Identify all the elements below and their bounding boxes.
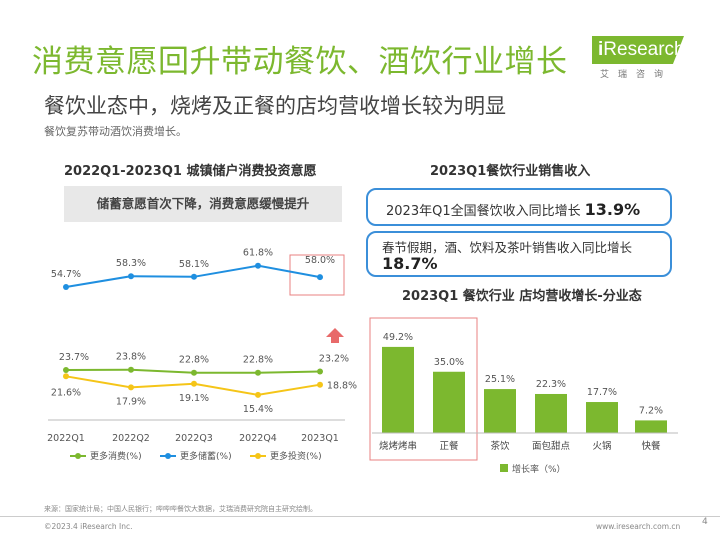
line-x-tick-label: 2023Q1 xyxy=(301,433,339,444)
bar xyxy=(635,420,667,433)
line-point xyxy=(255,369,261,376)
line-point xyxy=(63,284,69,290)
legend-marker xyxy=(75,453,81,459)
page-title: 消费意愿回升带动餐饮、酒饮行业增长 xyxy=(32,44,568,80)
line-point xyxy=(255,391,261,398)
bar xyxy=(484,389,516,433)
legend-label: 更多投资(%) xyxy=(270,450,322,462)
line-data-label: 23.7% xyxy=(59,352,89,363)
line-data-label: 19.1% xyxy=(179,393,209,404)
line-data-label: 23.8% xyxy=(116,352,146,363)
line-data-label: 58.1% xyxy=(179,259,209,270)
line-point xyxy=(317,368,323,375)
line-data-label: 58.0% xyxy=(305,255,335,266)
line-data-label: 15.4% xyxy=(243,404,273,415)
stat-revenue-text: 2023年Q1全国餐饮收入同比增长 xyxy=(386,204,581,219)
legend-label: 更多消费(%) xyxy=(90,450,142,462)
line-data-label: 23.2% xyxy=(319,354,349,365)
line-point xyxy=(191,380,197,387)
bar-data-label: 35.0% xyxy=(434,357,464,368)
bar-chart-title: 2023Q1 餐饮行业 店均营收增长-分业态 xyxy=(402,289,642,304)
bar-category-label: 正餐 xyxy=(439,440,459,452)
line-data-label: 18.8% xyxy=(327,381,357,392)
legend-marker xyxy=(165,453,171,459)
source-note: 来源：国家统计局；中国人民银行；哔哔哔餐饮大数据，艾瑞消费研究院自主研究绘制。 xyxy=(44,505,317,513)
line-point xyxy=(63,373,69,380)
stat-revenue-value: 13.9% xyxy=(584,200,641,219)
bar-data-label: 17.7% xyxy=(587,387,617,398)
line-point xyxy=(317,381,323,388)
line-point xyxy=(191,273,197,280)
bar-legend-label: 增长率（%） xyxy=(512,463,566,475)
line-data-label: 17.9% xyxy=(116,396,146,407)
page-number: 4 xyxy=(702,517,708,527)
bar-data-label: 22.3% xyxy=(536,379,566,390)
legend-label: 更多储蓄(%) xyxy=(180,450,232,462)
line-chart-title: 2022Q1-2023Q1 城镇储户消费投资意愿 xyxy=(64,164,317,179)
bar-data-label: 49.2% xyxy=(383,332,413,343)
bar-category-label: 面包甜点 xyxy=(532,440,571,452)
line-x-tick-label: 2022Q1 xyxy=(47,433,85,444)
line-point xyxy=(255,262,261,269)
line-data-label: 22.8% xyxy=(179,355,209,366)
line-data-label: 58.3% xyxy=(116,258,146,269)
line-x-tick-label: 2022Q2 xyxy=(112,433,150,444)
highlight-box-bars xyxy=(369,317,478,461)
line-x-tick-label: 2022Q3 xyxy=(175,433,213,444)
logo-wordmark: iResearch xyxy=(592,36,684,64)
iresearch-logo: iResearch 艾瑞咨询 xyxy=(592,34,684,80)
line-point xyxy=(63,367,69,373)
footer-url: www.iresearch.com.cn xyxy=(596,522,681,531)
bar-category-label: 烧烤烤串 xyxy=(379,440,417,452)
line-point xyxy=(128,384,134,391)
copyright: ©2023.4 iResearch Inc. xyxy=(44,522,133,531)
stat-box-revenue: 2023年Q1全国餐饮收入同比增长 13.9% xyxy=(366,188,672,226)
line-point xyxy=(128,366,134,373)
revenue-title: 2023Q1餐饮行业销售收入 xyxy=(430,164,591,179)
bar-category-label: 快餐 xyxy=(641,440,661,452)
stat-drinks-text: 春节假期，酒、饮料及茶叶销售收入同比增长 xyxy=(382,240,633,255)
line-data-label: 54.7% xyxy=(51,269,81,280)
up-arrow-icon xyxy=(326,328,344,343)
line-point xyxy=(128,273,134,280)
line-data-label: 61.8% xyxy=(243,248,273,259)
stat-box-drinks: 春节假期，酒、饮料及茶叶销售收入同比增长 18.7% xyxy=(366,231,672,277)
line-x-tick-label: 2022Q4 xyxy=(239,433,277,444)
legend-marker xyxy=(255,453,261,459)
bar xyxy=(382,346,414,433)
page-subtitle: 餐饮业态中，烧烤及正餐的店均营收增长较为明显 xyxy=(44,94,506,118)
bar-category-label: 茶饮 xyxy=(490,440,510,452)
bar xyxy=(433,371,465,433)
footer-divider xyxy=(0,516,720,517)
line-point xyxy=(317,274,323,281)
line-point xyxy=(191,369,197,376)
line-data-label: 21.6% xyxy=(51,387,81,398)
line-data-label: 22.8% xyxy=(243,355,273,366)
bar-legend-marker xyxy=(500,464,508,472)
highlight-box-savings xyxy=(289,254,345,296)
intro-text: 餐饮复苏带动酒饮消费增长。 xyxy=(44,125,187,138)
line-chart-note: 储蓄意愿首次下降，消费意愿缓慢提升 xyxy=(64,186,342,222)
stat-drinks-value: 18.7% xyxy=(382,254,438,273)
bar xyxy=(535,393,567,433)
logo-subtext: 艾瑞咨询 xyxy=(600,70,673,80)
bar xyxy=(586,402,618,433)
bar-data-label: 7.2% xyxy=(639,405,663,416)
bar-data-label: 25.1% xyxy=(485,374,515,385)
bar-category-label: 火锅 xyxy=(592,441,611,452)
